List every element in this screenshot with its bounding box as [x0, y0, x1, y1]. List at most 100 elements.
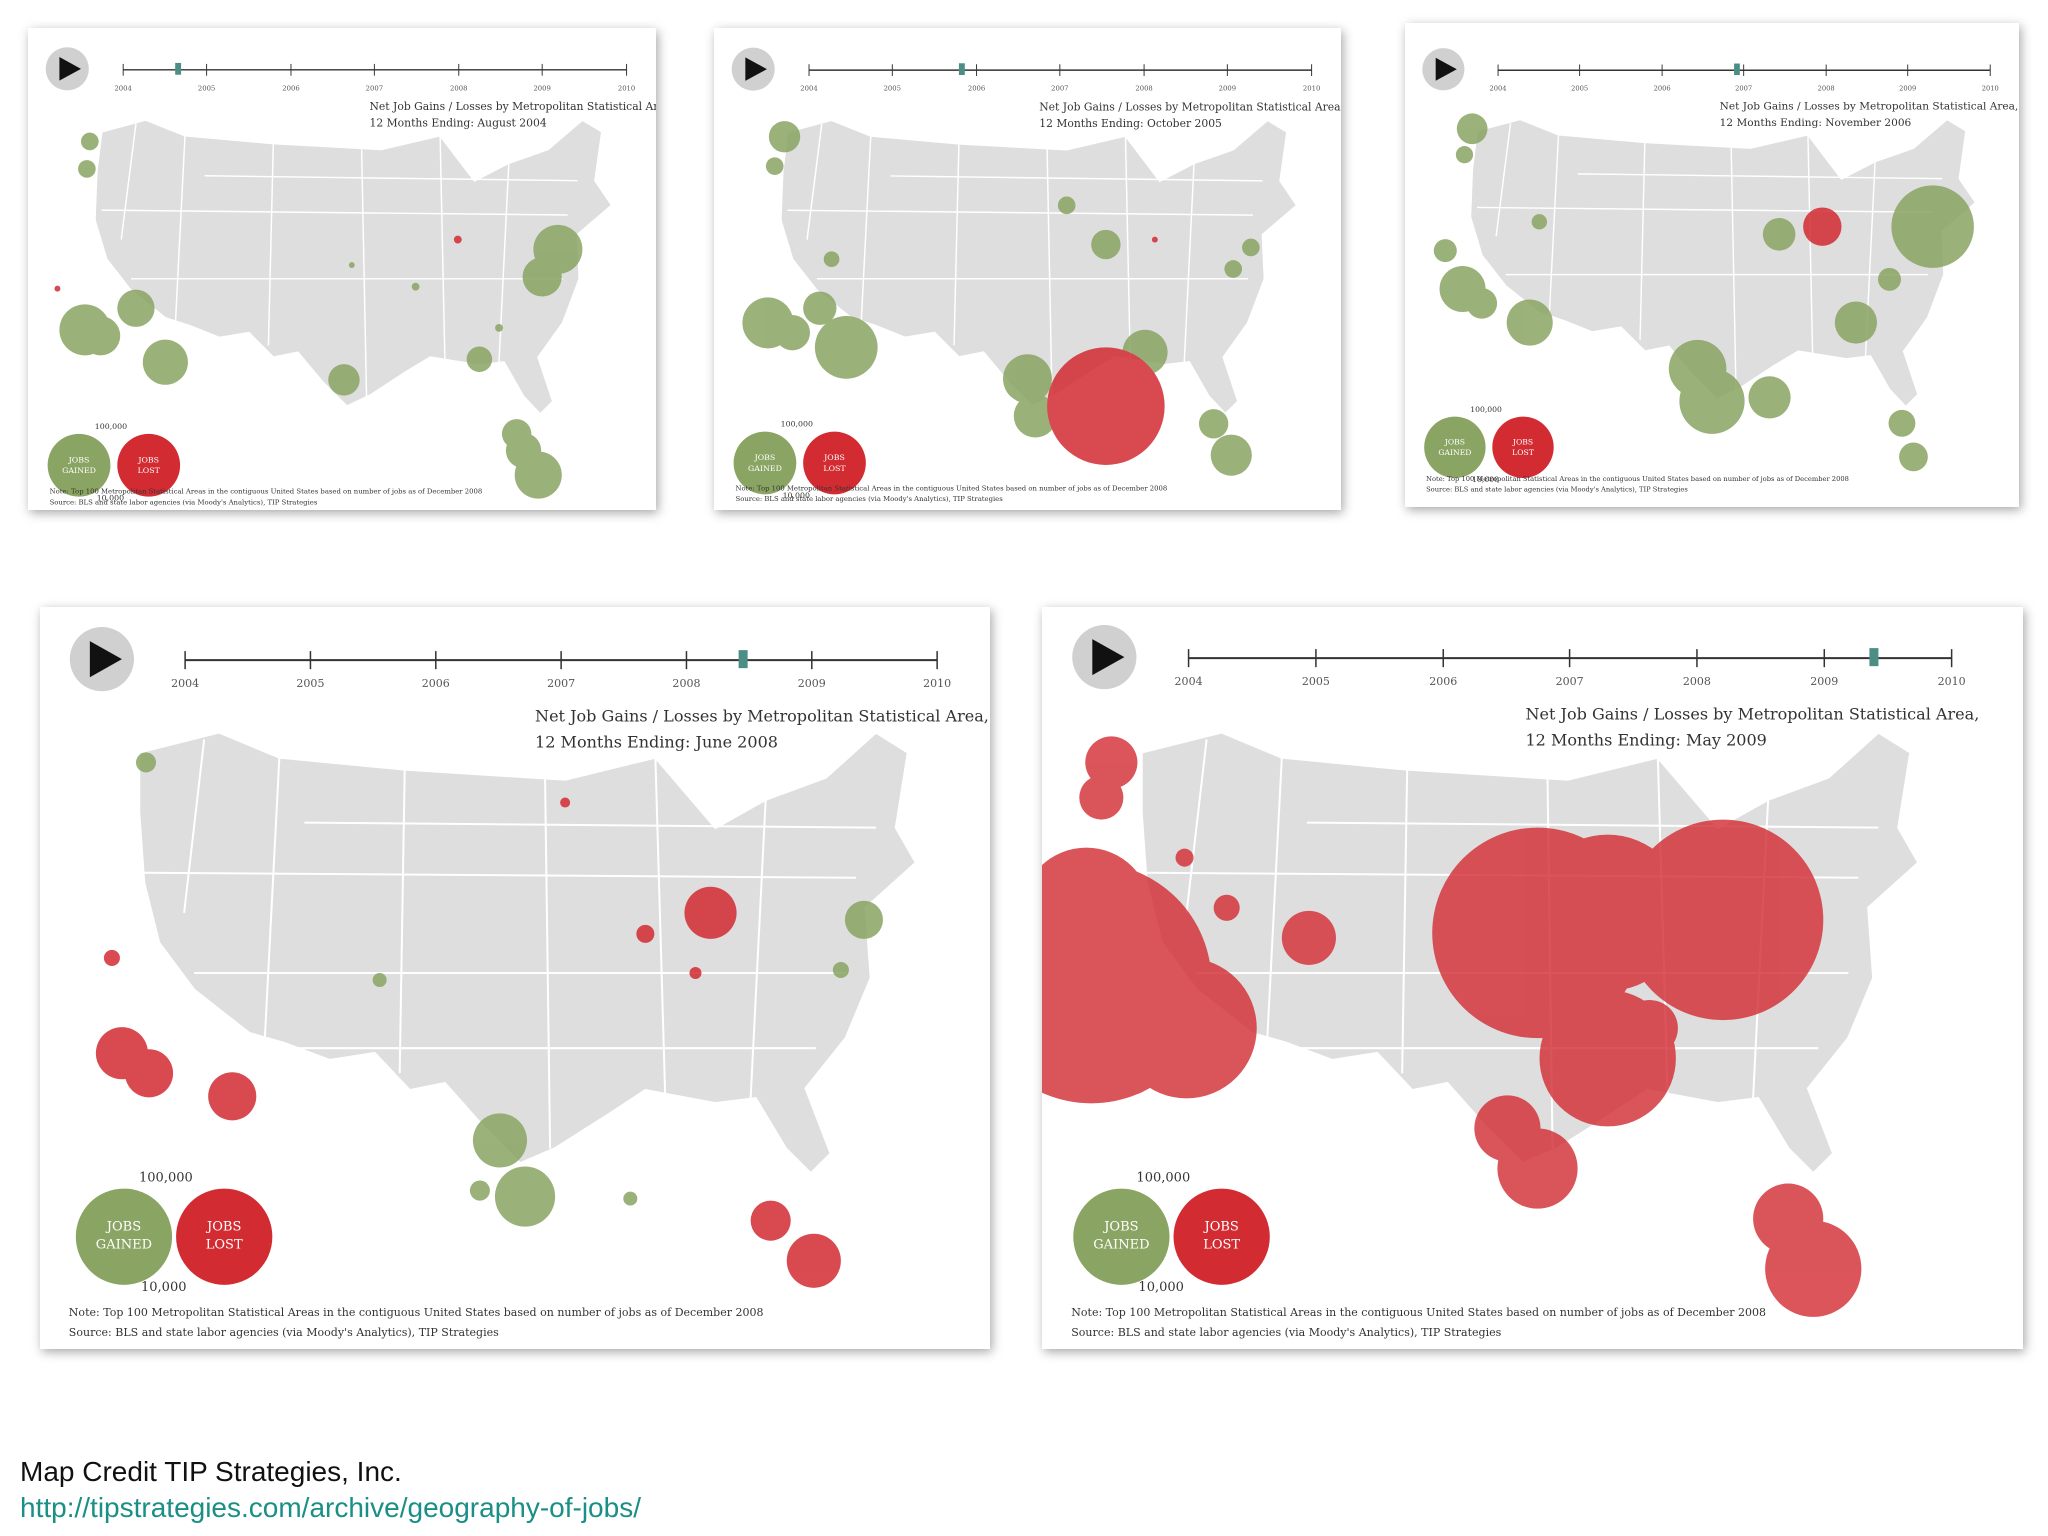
note-text: Note: Top 100 Metropolitan Statistical A… — [1426, 475, 1849, 483]
timeline-year: 2006 — [422, 677, 450, 690]
legend-lost-label: LOST — [1512, 448, 1535, 457]
play-icon — [1435, 57, 1457, 81]
legend-lost-label: LOST — [138, 466, 161, 475]
map-panel-aug-2004: 2004 2005 2006 2007 2008 2009 2010 Net J… — [28, 28, 656, 510]
map-panel-may-2009: 2004 2005 2006 2007 2008 2009 2010 Net J… — [1042, 607, 2023, 1349]
map-title: Net Job Gains / Losses by Metropolitan S… — [1039, 100, 1341, 113]
source-text: Source: BLS and state labor agencies (vi… — [1426, 485, 1688, 493]
source-text: Source: BLS and state labor agencies (vi… — [736, 495, 1004, 503]
legend-gained-circle — [1424, 416, 1486, 478]
timeline-ticks — [808, 64, 1313, 77]
legend: 100,000 10,000 JOBS GAINED JOBS LOST — [75, 1171, 273, 1295]
legend-gained-label: GAINED — [1093, 1238, 1149, 1253]
timeline-slider-handle[interactable] — [738, 650, 748, 669]
us-landmass — [779, 118, 1299, 416]
timeline-year: 2010 — [1303, 85, 1320, 93]
legend-gained-label: JOBS — [105, 1220, 141, 1235]
legend-gained-label: GAINED — [62, 466, 96, 475]
note-text: Note: Top 100 Metropolitan Statistical A… — [50, 488, 483, 496]
timeline-year: 2008 — [672, 677, 700, 690]
timeline-year: 2009 — [1899, 84, 1916, 92]
map-panel-jun-2008: 2004 2005 2006 2007 2008 2009 2010 Net J… — [40, 607, 990, 1349]
timeline-year: 2005 — [296, 677, 324, 690]
timeline-year: 2004 — [114, 84, 132, 92]
timeline-year: 2010 — [618, 84, 635, 92]
legend-scale-large: 100,000 — [139, 1171, 193, 1186]
timeline-slider-handle[interactable] — [1869, 648, 1879, 667]
legend-scale-small: 10,000 — [141, 1280, 187, 1295]
map-title: Net Job Gains / Losses by Metropolitan S… — [1720, 101, 2019, 113]
timeline-year: 2010 — [1982, 84, 1999, 92]
timeline-year: 2004 — [1490, 84, 1507, 92]
timeline-year: 2005 — [198, 84, 215, 92]
timeline-year: 2005 — [1571, 84, 1588, 92]
map-title: Net Job Gains / Losses by Metropolitan S… — [1525, 704, 1979, 723]
timeline-year: 2005 — [884, 85, 901, 93]
play-icon — [1092, 639, 1125, 676]
timeline-year: 2009 — [533, 84, 550, 92]
timeline[interactable]: 2004 2005 2006 2007 2008 2009 2010 — [45, 47, 636, 92]
timeline[interactable]: 2004 2005 2006 2007 2008 2009 2010 — [1422, 48, 1999, 92]
legend-scale-large: 100,000 — [1470, 405, 1502, 414]
legend: 100,000 10,000 JOBS GAINED JOBS LOST — [733, 420, 866, 500]
play-icon — [745, 57, 767, 81]
metro-bubbles — [1042, 736, 1862, 1317]
timeline-year: 2006 — [968, 85, 985, 93]
timeline[interactable]: 2004 2005 2006 2007 2008 2009 2010 — [731, 47, 1321, 93]
legend-gained-label: JOBS — [1444, 437, 1465, 446]
legend-lost-label: LOST — [823, 464, 846, 473]
timeline-year: 2010 — [1938, 675, 1966, 688]
source-text: Source: BLS and state labor agencies (vi… — [69, 1326, 499, 1339]
legend-scale-large: 100,000 — [1136, 1171, 1190, 1186]
map-svg: 2004 2005 2006 2007 2008 2009 2010 Net J… — [1042, 625, 1979, 1339]
timeline[interactable]: 2004 2005 2006 2007 2008 2009 2010 — [69, 627, 951, 692]
note-text: Note: Top 100 Metropolitan Statistical A… — [69, 1306, 764, 1319]
timeline-ticks — [184, 651, 938, 670]
timeline-year: 2008 — [1818, 84, 1835, 92]
source-text: Source: BLS and state labor agencies (vi… — [50, 499, 318, 507]
legend-gained-circle — [75, 1188, 173, 1285]
timeline-year: 2008 — [450, 84, 467, 92]
metro-bubbles — [54, 132, 583, 499]
timeline-ticks — [122, 63, 628, 76]
note-text: Note: Top 100 Metropolitan Statistical A… — [1071, 1306, 1766, 1319]
timeline-year: 2008 — [1683, 675, 1711, 688]
timeline-slider-handle[interactable] — [1734, 63, 1740, 76]
map-svg: 2004 2005 2006 2007 2008 2009 2010 Net J… — [69, 627, 989, 1339]
timeline-slider-handle[interactable] — [175, 62, 182, 75]
map-panel-nov-2006: 2004 2005 2006 2007 2008 2009 2010 Net J… — [1405, 23, 2019, 507]
legend-lost-label: LOST — [206, 1238, 243, 1253]
metro-bubbles — [95, 752, 883, 1288]
note-text: Note: Top 100 Metropolitan Statistical A… — [736, 484, 1168, 492]
credit-link[interactable]: http://tipstrategies.com/archive/geograp… — [20, 1492, 641, 1523]
map-credit: Map Credit TIP Strategies, Inc. — [20, 1456, 402, 1487]
timeline-year: 2006 — [1429, 675, 1457, 688]
timeline-slider-handle[interactable] — [958, 63, 965, 76]
timeline-ticks — [1497, 64, 1991, 77]
timeline-year: 2009 — [1219, 85, 1236, 93]
legend-lost-circle — [117, 433, 181, 497]
timeline-year: 2008 — [1135, 85, 1152, 93]
legend-gained-circle — [47, 433, 111, 497]
legend-scale-small: 10,000 — [783, 491, 810, 500]
us-map — [137, 730, 918, 1176]
timeline-year: 2007 — [1735, 84, 1752, 92]
timeline[interactable]: 2004 2005 2006 2007 2008 2009 2010 — [1072, 625, 1966, 690]
timeline-year: 2006 — [282, 84, 299, 92]
timeline-year: 2007 — [1556, 675, 1584, 688]
map-period: 12 Months Ending: May 2009 — [1525, 730, 1766, 749]
map-svg: 2004 2005 2006 2007 2008 2009 2010 Net J… — [45, 47, 656, 507]
legend-lost-label: JOBS — [823, 453, 845, 462]
timeline-year: 2004 — [800, 85, 818, 93]
timeline-year: 2007 — [366, 84, 383, 92]
map-period: 12 Months Ending: October 2005 — [1039, 117, 1222, 130]
timeline-year: 2006 — [1654, 84, 1671, 92]
legend-lost-circle — [1173, 1188, 1270, 1285]
metro-bubbles — [742, 121, 1260, 476]
map-period: 12 Months Ending: August 2004 — [369, 117, 546, 130]
legend-scale-large: 100,000 — [95, 422, 127, 431]
legend-lost-label: LOST — [1203, 1238, 1240, 1253]
metro-bubbles — [1433, 113, 1974, 472]
map-period: 12 Months Ending: November 2006 — [1720, 117, 1912, 129]
legend-lost-label: JOBS — [1512, 437, 1533, 446]
